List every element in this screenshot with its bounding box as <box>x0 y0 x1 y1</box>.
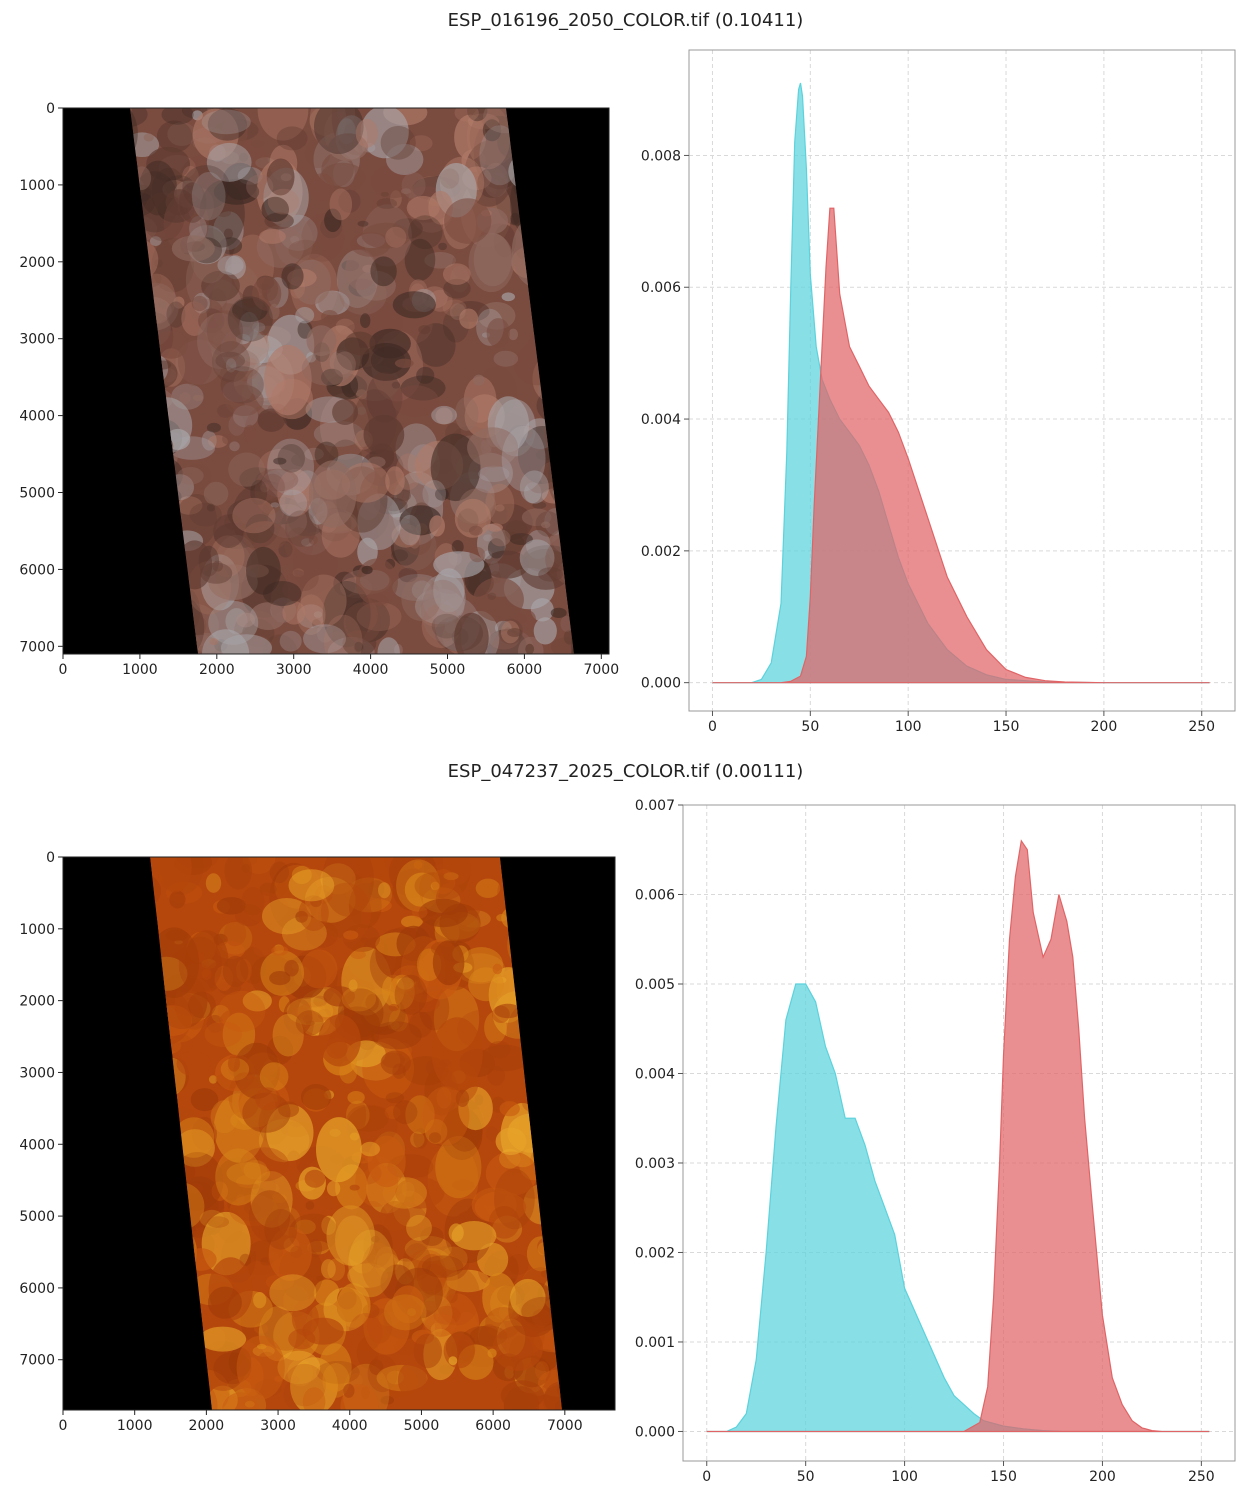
y-tick-label: 0.004 <box>635 1066 675 1082</box>
x-tick-label: 200 <box>1089 1469 1116 1485</box>
y-tick-label: 4000 <box>19 409 55 425</box>
y-tick-label: 4000 <box>19 1137 55 1153</box>
x-tick-label: 0 <box>708 719 717 735</box>
chart-axes-frame <box>688 49 1236 712</box>
x-tick-label: 7000 <box>583 662 619 678</box>
x-tick-label: 50 <box>797 1469 815 1485</box>
density-area-cyan <box>706 983 1210 1433</box>
x-tick-label: 2000 <box>199 662 235 678</box>
x-tick-label: 50 <box>801 719 819 735</box>
y-tick-label: 3000 <box>19 1065 55 1081</box>
image-axes-frame <box>62 107 610 655</box>
x-tick-label: 150 <box>990 1469 1017 1485</box>
x-tick-label: 5000 <box>404 1418 440 1434</box>
image-axes-frame <box>62 856 616 1411</box>
x-tick-label: 5000 <box>430 662 466 678</box>
density-area-red <box>712 207 1210 684</box>
x-tick-label: 250 <box>1188 1469 1215 1485</box>
y-tick-label: 0.004 <box>641 412 681 428</box>
y-tick-label: 2000 <box>19 255 55 271</box>
y-tick-label: 0.000 <box>641 676 681 692</box>
y-tick-label: 1000 <box>19 178 55 194</box>
density-chart: 0 50 100 150 200 250 0.000 0.002 0.004 0.006 0.008 <box>641 49 1236 735</box>
y-tick-label: 0.006 <box>635 887 675 903</box>
x-tick-label: 1000 <box>117 1418 153 1434</box>
satellite-image-strip <box>130 108 574 654</box>
density-area-red <box>706 839 1210 1433</box>
y-tick-label: 5000 <box>19 486 55 502</box>
y-tick-label: 0.006 <box>641 280 681 296</box>
x-tick-label: 0 <box>702 1469 711 1485</box>
x-tick-label: 1000 <box>122 662 158 678</box>
x-tick-label: 7000 <box>547 1418 583 1434</box>
x-tick-label: 200 <box>1091 719 1118 735</box>
x-tick-label: 4000 <box>353 662 389 678</box>
x-tick-label: 3000 <box>260 1418 296 1434</box>
chart-axes-frame <box>682 804 1236 1462</box>
x-tick-label: 100 <box>891 1469 918 1485</box>
density-area-cyan <box>712 82 1210 684</box>
y-tick-label: 0.002 <box>641 544 681 560</box>
y-tick-label: 6000 <box>19 562 55 578</box>
satellite-image-strip <box>150 857 562 1410</box>
y-tick-label: 7000 <box>19 1353 55 1369</box>
image-panel: 0 1000 2000 3000 4000 5000 6000 700001000200030… <box>19 101 619 678</box>
x-tick-label: 100 <box>895 719 922 735</box>
y-tick-label: 2000 <box>19 994 55 1010</box>
x-tick-label: 150 <box>993 719 1020 735</box>
x-tick-label: 0 <box>59 662 68 678</box>
y-tick-label: 0.001 <box>635 1335 675 1351</box>
x-tick-label: 250 <box>1188 719 1215 735</box>
y-tick-label: 5000 <box>19 1209 55 1225</box>
y-tick-label: 0.002 <box>635 1245 675 1261</box>
x-tick-label: 3000 <box>276 662 312 678</box>
x-tick-label: 0 <box>59 1418 68 1434</box>
y-tick-label: 1000 <box>19 922 55 938</box>
y-tick-label: 7000 <box>19 639 55 655</box>
x-tick-label: 4000 <box>332 1418 368 1434</box>
x-tick-label: 2000 <box>189 1418 225 1434</box>
y-tick-label: 0.003 <box>635 1156 675 1172</box>
y-tick-label: 0 <box>46 850 55 866</box>
y-tick-label: 0.000 <box>635 1424 675 1440</box>
density-chart: 0 50 100 150 200 250 0.000 0.001 0.002 0.003 0.004… <box>635 798 1236 1485</box>
image-panel: 0 1000 2000 3000 4000 5000 6000 7000 0 1000 2000 30… <box>19 850 616 1434</box>
y-tick-label: 6000 <box>19 1281 55 1297</box>
x-tick-label: 6000 <box>475 1418 511 1434</box>
y-tick-label: 3000 <box>19 332 55 348</box>
figure-title: ESP_016196_2050_COLOR.tif (0.10411) <box>447 10 804 31</box>
y-tick-label: 0 <box>46 101 55 117</box>
x-tick-label: 6000 <box>507 662 543 678</box>
y-tick-label: 0.008 <box>641 148 681 164</box>
y-tick-label: 0.005 <box>635 977 675 993</box>
y-tick-label: 0.007 <box>635 798 675 814</box>
figure-title: ESP_047237_2025_COLOR.tif (0.00111) <box>447 761 804 782</box>
